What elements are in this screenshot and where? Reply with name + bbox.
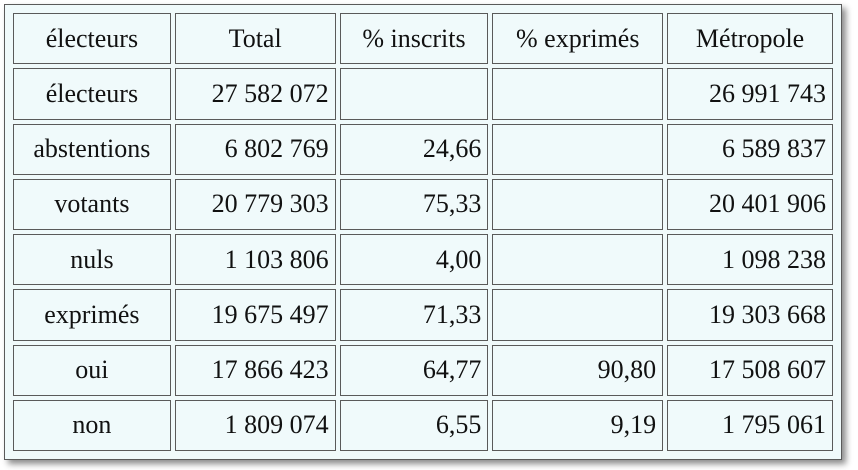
header-pct-inscrits: % inscrits xyxy=(339,13,489,65)
metropole-cell: 26 991 743 xyxy=(667,68,833,120)
pct-exprimes-cell: 90,80 xyxy=(492,344,664,396)
total-cell: 1 809 074 xyxy=(174,399,336,451)
pct-exprimes-cell xyxy=(492,234,664,286)
total-cell: 17 866 423 xyxy=(174,344,336,396)
table-row: abstentions 6 802 769 24,66 6 589 837 xyxy=(13,123,833,175)
row-label: oui xyxy=(13,344,171,396)
header-pct-exprimes: % exprimés xyxy=(492,13,664,65)
row-label: abstentions xyxy=(13,123,171,175)
pct-exprimes-cell xyxy=(492,178,664,230)
row-label: non xyxy=(13,399,171,451)
row-label: nuls xyxy=(13,234,171,286)
metropole-cell: 1 795 061 xyxy=(667,399,833,451)
pct-exprimes-cell xyxy=(492,68,664,120)
pct-inscrits-cell: 64,77 xyxy=(339,344,489,396)
table-row: non 1 809 074 6,55 9,19 1 795 061 xyxy=(13,399,833,451)
results-table-frame: électeurs Total % inscrits % exprimés Mé… xyxy=(4,4,842,460)
table-row: nuls 1 103 806 4,00 1 098 238 xyxy=(13,234,833,286)
metropole-cell: 1 098 238 xyxy=(667,234,833,286)
table-row: exprimés 19 675 497 71,33 19 303 668 xyxy=(13,289,833,341)
total-cell: 19 675 497 xyxy=(174,289,336,341)
results-table: électeurs Total % inscrits % exprimés Mé… xyxy=(9,9,837,455)
total-cell: 20 779 303 xyxy=(174,178,336,230)
metropole-cell: 20 401 906 xyxy=(667,178,833,230)
pct-inscrits-cell: 75,33 xyxy=(339,178,489,230)
metropole-cell: 6 589 837 xyxy=(667,123,833,175)
row-label: exprimés xyxy=(13,289,171,341)
row-label: votants xyxy=(13,178,171,230)
header-total: Total xyxy=(174,13,336,65)
row-label: électeurs xyxy=(13,68,171,120)
metropole-cell: 19 303 668 xyxy=(667,289,833,341)
pct-exprimes-cell xyxy=(492,289,664,341)
pct-exprimes-cell: 9,19 xyxy=(492,399,664,451)
pct-inscrits-cell: 24,66 xyxy=(339,123,489,175)
total-cell: 1 103 806 xyxy=(174,234,336,286)
pct-inscrits-cell xyxy=(339,68,489,120)
pct-inscrits-cell: 71,33 xyxy=(339,289,489,341)
pct-inscrits-cell: 4,00 xyxy=(339,234,489,286)
metropole-cell: 17 508 607 xyxy=(667,344,833,396)
total-cell: 6 802 769 xyxy=(174,123,336,175)
table-row: oui 17 866 423 64,77 90,80 17 508 607 xyxy=(13,344,833,396)
table-row: électeurs 27 582 072 26 991 743 xyxy=(13,68,833,120)
total-cell: 27 582 072 xyxy=(174,68,336,120)
header-electeurs: électeurs xyxy=(13,13,171,65)
header-metropole: Métropole xyxy=(667,13,833,65)
pct-inscrits-cell: 6,55 xyxy=(339,399,489,451)
table-row: votants 20 779 303 75,33 20 401 906 xyxy=(13,178,833,230)
pct-exprimes-cell xyxy=(492,123,664,175)
header-row: électeurs Total % inscrits % exprimés Mé… xyxy=(13,13,833,65)
